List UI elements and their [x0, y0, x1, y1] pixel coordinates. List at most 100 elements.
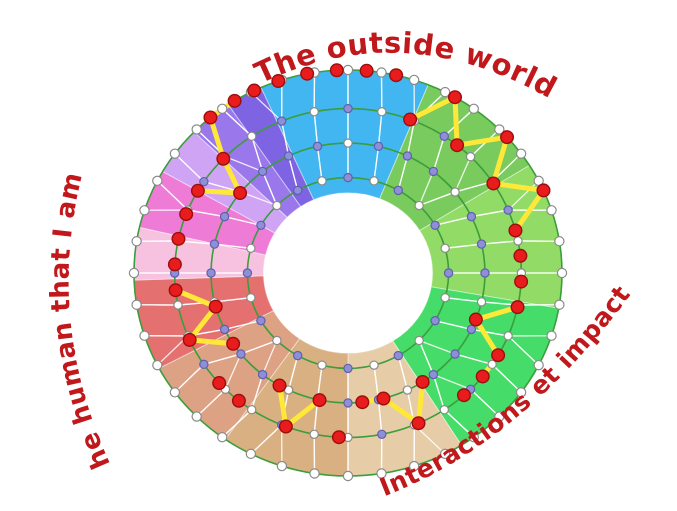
ring-node-white	[414, 200, 424, 211]
ring-node-purple	[199, 359, 209, 370]
ring-node-white	[246, 292, 256, 303]
ring-node-white	[342, 470, 354, 482]
path-node-red	[179, 207, 194, 222]
ring-node-white	[465, 152, 476, 162]
ring-node-white	[139, 205, 150, 216]
ring-node-purple	[257, 166, 268, 177]
ring-node-purple	[466, 211, 477, 222]
ring-node-purple	[402, 151, 413, 161]
ring-node-purple	[430, 316, 440, 326]
path-node-red	[513, 248, 528, 263]
ring-node-white	[276, 460, 288, 472]
ring-node-white	[217, 432, 228, 443]
ring-node-white	[439, 405, 450, 415]
ring-node-purple	[373, 141, 384, 152]
path-node-red	[271, 74, 286, 89]
ring-node-purple	[476, 239, 487, 249]
ring-node-white	[546, 205, 557, 216]
ring-node-purple	[443, 268, 454, 278]
ring-node-purple	[209, 239, 220, 249]
ring-node-white	[402, 385, 413, 395]
ring-node-purple	[219, 211, 230, 222]
path-node-red	[300, 66, 315, 81]
ring-node-white	[377, 107, 387, 117]
path-node-red	[491, 348, 506, 363]
ring-node-purple	[377, 429, 387, 439]
ring-node-purple	[393, 185, 403, 196]
ring-node-white	[246, 243, 256, 254]
path-node-red	[355, 395, 370, 410]
ring-node-purple	[256, 220, 266, 230]
ring-node-white	[246, 405, 257, 415]
ring-node-purple	[343, 398, 353, 408]
ring-node-white	[131, 299, 142, 310]
path-node-red	[448, 90, 463, 105]
path-node-red	[278, 419, 293, 434]
ring-node-purple	[503, 205, 513, 215]
path-node-red	[216, 151, 231, 166]
ring-node-white	[494, 411, 505, 422]
ring-node-white	[503, 331, 513, 341]
ring-node-purple	[206, 268, 216, 278]
ring-node-white	[414, 335, 424, 346]
path-node-red	[190, 183, 205, 198]
ring-node-white	[245, 448, 257, 460]
path-node-red	[312, 393, 327, 408]
path-node-red	[475, 369, 490, 384]
path-node-red	[203, 110, 218, 125]
ring-node-purple	[256, 316, 266, 326]
wheel	[128, 63, 568, 482]
label-human-that-i-am: The human that I am	[0, 0, 117, 473]
path-node-red	[510, 300, 525, 315]
ring-node-purple	[393, 350, 403, 361]
ring-node-white	[487, 359, 497, 370]
ring-node-white	[439, 86, 451, 98]
path-node-red	[403, 112, 418, 127]
ring-node-purple	[343, 103, 353, 114]
path-node-red	[456, 388, 471, 403]
path-node-red	[233, 186, 248, 201]
path-node-red	[389, 68, 404, 83]
ring-node-white	[191, 411, 202, 422]
ring-node-purple	[450, 349, 460, 359]
ring-node-purple	[283, 151, 294, 161]
path-node-red	[376, 391, 391, 406]
path-node-red	[231, 393, 246, 408]
ring-node-white	[246, 131, 257, 141]
ring-node-white	[173, 300, 183, 310]
path-node-red	[168, 283, 183, 298]
ring-node-purple	[480, 268, 490, 278]
ring-node-white	[376, 67, 387, 78]
ring-node-white	[369, 176, 379, 186]
ring-node-white	[450, 187, 460, 197]
ring-node-white	[513, 236, 523, 246]
path-node-red	[329, 63, 344, 78]
ring-node-purple	[428, 369, 439, 380]
ring-node-purple	[242, 268, 253, 278]
ring-node-white	[317, 176, 327, 186]
ring-node-purple	[293, 185, 303, 196]
ring-node-white	[309, 468, 320, 479]
ring-node-white	[439, 448, 451, 460]
ring-node-white	[556, 267, 568, 279]
ring-node-white	[217, 103, 228, 114]
ring-node-white	[554, 236, 565, 247]
ring-node-white	[440, 292, 450, 303]
ring-node-purple	[257, 369, 268, 380]
path-node-red	[514, 274, 529, 289]
ring-node-white	[191, 124, 202, 135]
path-node-red	[450, 138, 465, 153]
ring-node-white	[342, 64, 354, 76]
ring-node-white	[369, 360, 379, 370]
ring-node-white	[468, 432, 479, 443]
ring-node-white	[408, 74, 420, 86]
ring-node-white	[440, 243, 450, 254]
nodes-group	[128, 64, 568, 482]
ring-node-white	[169, 148, 181, 159]
ring-node-white	[272, 200, 282, 211]
ring-node-white	[131, 236, 142, 247]
path-node-red	[536, 183, 551, 198]
ring-node-purple	[219, 324, 230, 335]
